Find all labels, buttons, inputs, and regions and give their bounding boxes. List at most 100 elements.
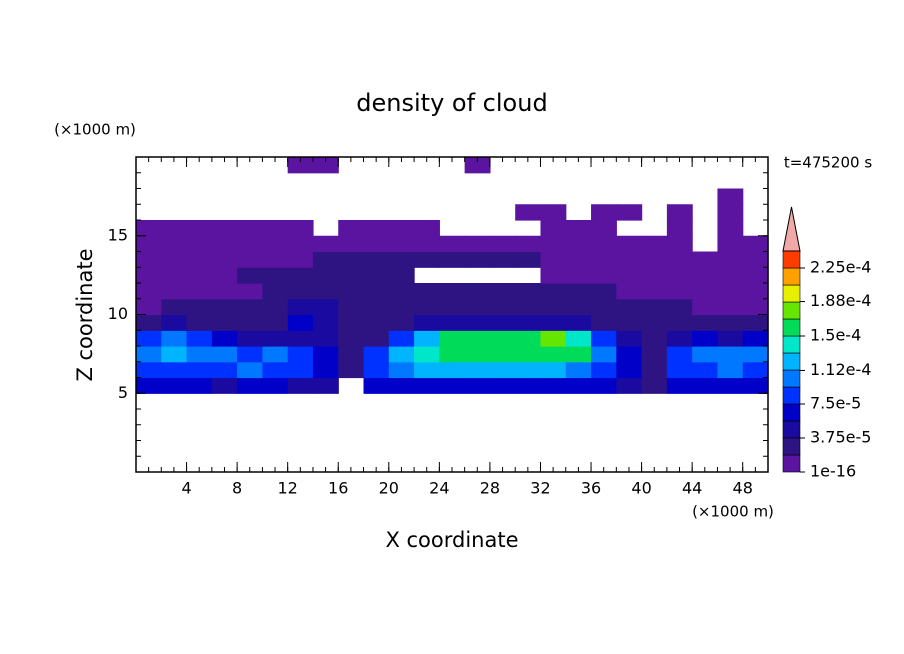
cell [262, 314, 289, 331]
cell [161, 377, 188, 394]
cell [287, 283, 314, 300]
cell [540, 361, 567, 379]
cell [742, 361, 769, 379]
cell [211, 267, 238, 284]
cell [414, 314, 440, 331]
cell [262, 235, 289, 253]
cell [616, 235, 643, 253]
cell [136, 346, 162, 363]
x-tick-label: 12 [278, 479, 298, 498]
cell [211, 346, 238, 363]
cell [565, 346, 592, 363]
x-tick-label: 24 [429, 479, 449, 498]
cell [742, 283, 769, 300]
colorbar-box [782, 437, 801, 456]
cell [565, 361, 592, 379]
chart-title: density of cloud [356, 89, 547, 117]
cell [540, 204, 567, 221]
cell [591, 377, 617, 394]
cell [237, 314, 263, 331]
cell [616, 361, 643, 379]
cell [515, 251, 542, 268]
cell [692, 346, 719, 363]
cell [692, 377, 719, 394]
x-tick-label: 48 [733, 479, 753, 498]
y-tick-label: 5 [118, 383, 128, 402]
cell [338, 346, 365, 363]
cell [312, 251, 339, 268]
cell [186, 235, 213, 253]
cell [186, 361, 213, 379]
x-tick-label: 8 [232, 479, 242, 498]
cell [591, 235, 617, 253]
cell [464, 235, 491, 253]
cell [565, 330, 592, 347]
cell [186, 346, 213, 363]
cell [161, 361, 188, 379]
cell [237, 235, 263, 253]
x-tick-label: 40 [631, 479, 651, 498]
cell [262, 298, 289, 316]
cell [540, 346, 567, 363]
cell [666, 361, 693, 379]
colorbar-box [782, 420, 801, 439]
colorbar-box [782, 454, 801, 473]
cell [565, 377, 592, 394]
cell [439, 361, 466, 379]
cell [616, 283, 643, 300]
cell [641, 377, 668, 394]
cell [666, 267, 693, 284]
cell [439, 283, 466, 300]
cell [742, 330, 769, 347]
cell [540, 283, 567, 300]
cell [262, 220, 289, 237]
cell [616, 298, 643, 316]
cell [616, 267, 643, 284]
cell [439, 235, 466, 253]
cell [186, 283, 213, 300]
cell [287, 314, 314, 331]
cell [287, 361, 314, 379]
cell [363, 220, 390, 237]
cell [262, 346, 289, 363]
cell [363, 267, 390, 284]
cell [666, 330, 693, 347]
cell [742, 298, 769, 316]
cell [312, 157, 339, 174]
cell [540, 314, 567, 331]
cell [489, 283, 516, 300]
cell [211, 361, 238, 379]
cell [363, 251, 390, 268]
cell [540, 235, 567, 253]
cell [312, 377, 339, 394]
cell [591, 251, 617, 268]
cell [414, 298, 440, 316]
cell [338, 235, 365, 253]
cell [338, 330, 365, 347]
cell [666, 251, 693, 268]
cell [312, 361, 339, 379]
cell [237, 330, 263, 347]
cell [616, 377, 643, 394]
cell [464, 251, 491, 268]
cell [742, 267, 769, 284]
cell [287, 346, 314, 363]
cell [540, 267, 567, 284]
cell [540, 330, 567, 347]
cell [262, 267, 289, 284]
colorbar-label: 3.75e-5 [810, 428, 871, 447]
cell [616, 204, 643, 221]
cell [717, 235, 744, 253]
cell [287, 235, 314, 253]
cell [616, 330, 643, 347]
cell [287, 220, 314, 237]
cell [717, 204, 744, 221]
cell [237, 361, 263, 379]
cell [641, 330, 668, 347]
cell [717, 283, 744, 300]
cell [742, 346, 769, 363]
cell [312, 298, 339, 316]
y-tick-label: 15 [108, 225, 128, 244]
cell [616, 251, 643, 268]
cell [186, 330, 213, 347]
